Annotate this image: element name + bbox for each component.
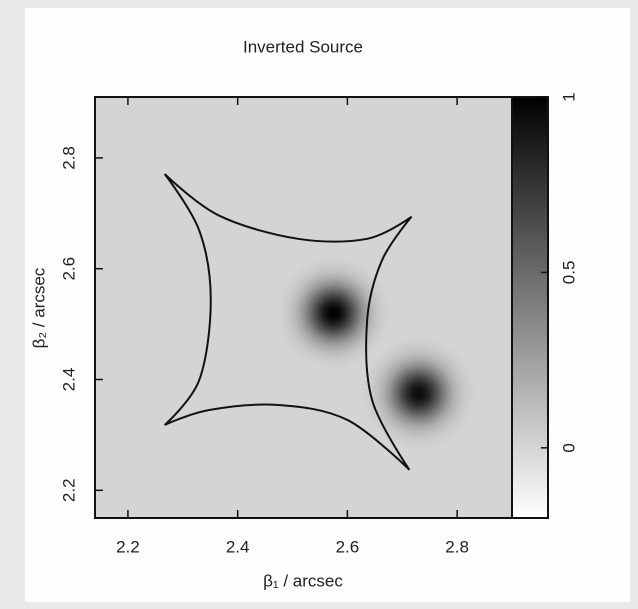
chart-title: Inverted Source bbox=[243, 37, 363, 56]
source-blob bbox=[276, 255, 391, 370]
y-tick-label: 2.4 bbox=[59, 368, 78, 392]
x-axis-label: β₁ / arcsec bbox=[263, 571, 343, 590]
colorbar-tick-label: 0 bbox=[559, 443, 578, 452]
colorbar-tick-label: 1 bbox=[559, 92, 578, 101]
y-tick-label: 2.6 bbox=[59, 257, 78, 281]
y-tick-label: 2.8 bbox=[59, 146, 78, 170]
x-tick-label: 2.8 bbox=[445, 537, 469, 556]
source-blob bbox=[361, 336, 476, 451]
y-tick-label: 2.2 bbox=[59, 478, 78, 502]
x-tick-label: 2.4 bbox=[226, 537, 250, 556]
x-tick-label: 2.6 bbox=[336, 537, 360, 556]
y-axis-label: β₂ / arcsec bbox=[29, 267, 48, 348]
chart: Inverted Source β₁ / arcsec β₂ / arcsec … bbox=[0, 0, 638, 604]
colorbar bbox=[512, 97, 548, 518]
colorbar-tick-label: 0.5 bbox=[559, 261, 578, 285]
x-tick-label: 2.2 bbox=[116, 537, 140, 556]
